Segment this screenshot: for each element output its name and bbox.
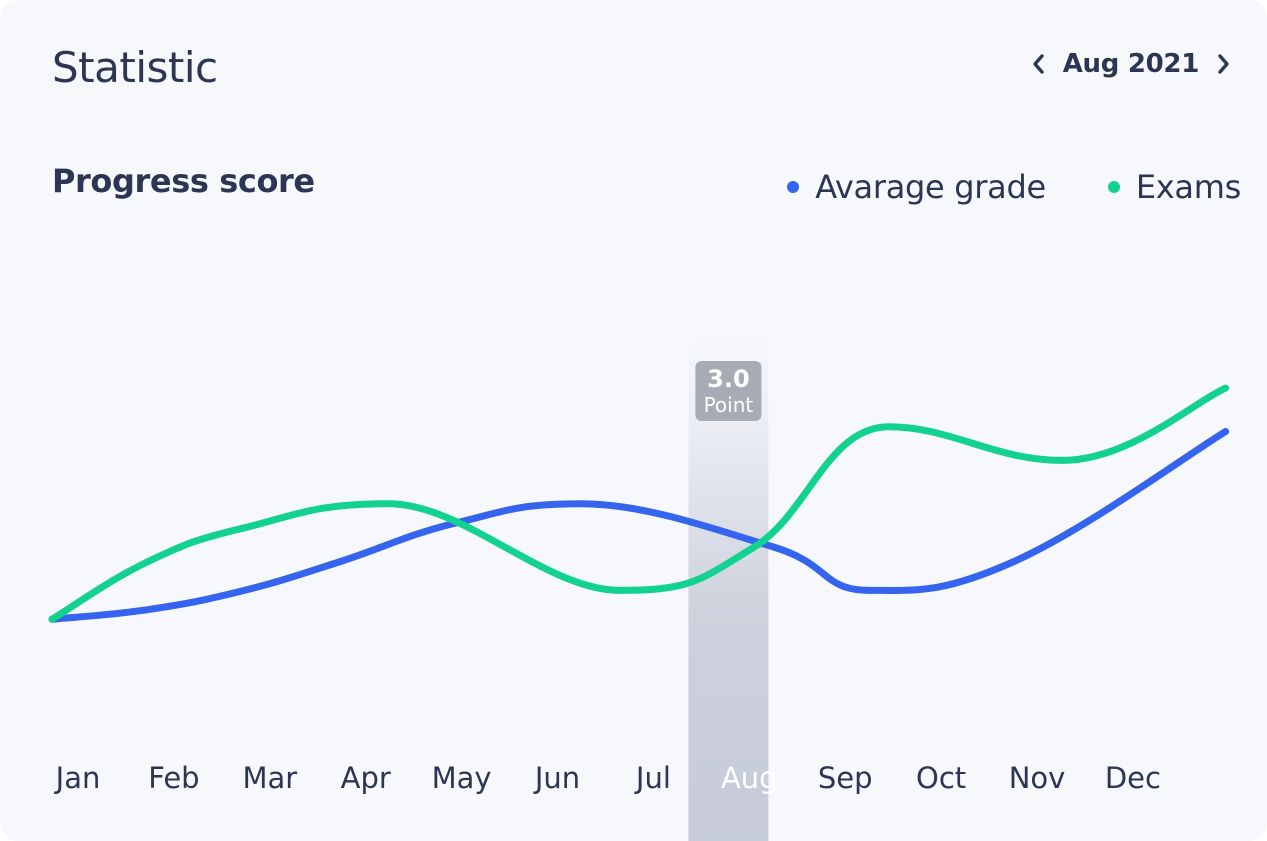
x-tick-label-mar[interactable]: Mar (242, 761, 297, 795)
x-tick-label-apr[interactable]: Apr (341, 761, 391, 795)
legend-item-average-grade[interactable]: Avarage grade (787, 164, 1046, 210)
chevron-left-icon (1033, 54, 1044, 74)
current-month-label: Aug 2021 (1062, 49, 1200, 79)
chevron-right-icon (1218, 54, 1229, 74)
page-title: Statistic (52, 43, 218, 92)
tooltip-box (695, 361, 762, 421)
x-tick-label-aug[interactable]: Aug (721, 761, 778, 795)
x-tick-label-may[interactable]: May (432, 761, 492, 795)
tooltip-value: 3.0 (707, 365, 750, 393)
x-tick-label-feb[interactable]: Feb (148, 761, 199, 795)
next-month-button[interactable] (1207, 44, 1241, 84)
legend-item-exams[interactable]: Exams (1107, 164, 1241, 210)
x-tick-label-dec[interactable]: Dec (1105, 761, 1161, 795)
month-navigator: Aug 2021 (1021, 44, 1241, 84)
x-tick-label-oct[interactable]: Oct (916, 761, 966, 795)
average-grade-dot-icon (787, 181, 800, 193)
x-tick-label-nov[interactable]: Nov (1009, 761, 1066, 795)
chart-title: Progress score (52, 162, 315, 200)
series-line-avarage-grade[interactable] (48, 428, 1230, 623)
prev-month-button[interactable] (1021, 44, 1055, 84)
x-tick-label-jul[interactable]: Jul (634, 761, 671, 795)
legend-label-average-grade: Avarage grade (815, 168, 1046, 206)
x-tick-label-jun[interactable]: Jun (533, 761, 580, 795)
chart-legend: Avarage grade Exams (725, 164, 1241, 210)
exams-dot-icon (1107, 181, 1120, 193)
series-line-exams[interactable] (48, 384, 1230, 623)
x-tick-label-jan[interactable]: Jan (54, 761, 101, 795)
tooltip-unit: Point (704, 393, 754, 417)
legend-label-exams: Exams (1135, 168, 1241, 206)
x-tick-label-sep[interactable]: Sep (818, 761, 873, 795)
